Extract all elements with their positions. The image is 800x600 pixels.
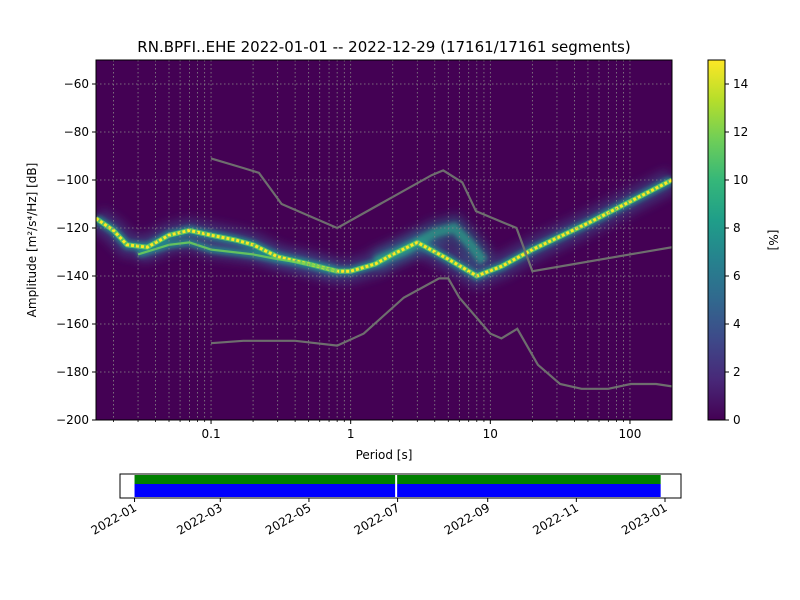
y-axis-label: Amplitude [m²/s⁴/Hz] [dB] [25, 163, 39, 318]
timeline-bars [134, 475, 661, 497]
plot-frame [95, 59, 673, 421]
plot-grid [96, 60, 672, 420]
colorbar-tick-label: 14 [733, 77, 748, 91]
colorbar-gradient [707, 59, 726, 421]
colorbar-ticks: 0 2 4 6 8 10 12 14 [725, 77, 748, 427]
colorbar-tick-label: 12 [733, 125, 748, 139]
timeline-bar-green [134, 475, 661, 484]
timeline-tick-label: 2022-05 [263, 500, 313, 537]
noise-model-lines [210, 157, 672, 390]
y-tick-label: −140 [56, 269, 89, 283]
x-axis-ticks: 0.1 1 10 100 [113, 420, 641, 441]
colorbar-tick-label: 10 [733, 173, 748, 187]
colorbar-label: [%] [766, 230, 780, 251]
timeline-tick-label: 2022-09 [442, 500, 492, 537]
x-tick-label: 10 [483, 427, 498, 441]
x-tick-label: 1 [347, 427, 355, 441]
timeline-ticks: 2022-01 2022-03 2022-05 2022-07 2022-09 2022-… [89, 498, 670, 538]
y-tick-label: −80 [64, 125, 89, 139]
y-tick-label: −200 [56, 413, 89, 427]
colorbar-tick-label: 0 [733, 413, 741, 427]
y-tick-label: −180 [56, 365, 89, 379]
colorbar-tick-label: 2 [733, 365, 741, 379]
x-axis-label: Period [s] [356, 448, 413, 462]
noise-model-line-2 [210, 277, 672, 390]
y-tick-label: −100 [56, 173, 89, 187]
colorbar: 0 2 4 6 8 10 12 14 [%] [707, 59, 780, 427]
ppsd-plot: 0.1 1 10 100 −60 −80 −100 −120 −140 −160 −180 −200… [25, 59, 673, 462]
timeline-tick-label: 2022-07 [352, 500, 402, 537]
colorbar-tick-label: 4 [733, 317, 741, 331]
x-tick-label: 100 [619, 427, 642, 441]
heatmap-density [96, 169, 672, 290]
data-coverage-timeline: 2022-01 2022-03 2022-05 2022-07 2022-09 2022-… [89, 473, 682, 538]
y-tick-label: −120 [56, 221, 89, 235]
timeline-tick-label: 2022-03 [174, 500, 224, 537]
y-axis-ticks: −60 −80 −100 −120 −140 −160 −180 −200 [56, 77, 96, 427]
chart-title: RN.BPFI..EHE 2022-01-01 -- 2022-12-29 (1… [137, 38, 630, 56]
timeline-tick-label: 2022-11 [530, 500, 580, 537]
noise-model-line-1 [210, 157, 672, 273]
timeline-bar-blue [134, 484, 661, 497]
colorbar-tick-label: 8 [733, 221, 741, 235]
x-tick-label: 0.1 [202, 427, 221, 441]
y-tick-label: −160 [56, 317, 89, 331]
timeline-tick-label: 2023-01 [619, 500, 669, 537]
density-secondary-peak [137, 241, 338, 273]
timeline-tick-label: 2022-01 [89, 500, 139, 537]
y-tick-label: −60 [64, 77, 89, 91]
colorbar-tick-label: 6 [733, 269, 741, 283]
